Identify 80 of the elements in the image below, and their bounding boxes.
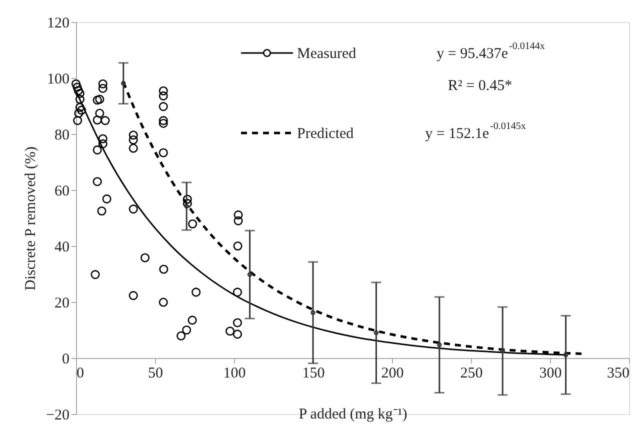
point bbox=[95, 108, 104, 118]
point bbox=[100, 116, 110, 126]
point bbox=[73, 116, 82, 126]
y-tick-label: 100 bbox=[47, 72, 70, 88]
legend-label: Predicted bbox=[297, 126, 354, 142]
point bbox=[75, 88, 84, 98]
point bbox=[121, 80, 126, 86]
point bbox=[97, 206, 106, 216]
point bbox=[563, 352, 568, 358]
point bbox=[158, 86, 168, 96]
point bbox=[77, 106, 86, 115]
x-tick-label: 100 bbox=[223, 366, 246, 382]
y-tick-label: 60 bbox=[54, 184, 70, 200]
y-tick-label: 120 bbox=[47, 16, 70, 32]
point bbox=[74, 86, 83, 96]
point bbox=[128, 130, 138, 140]
point bbox=[176, 331, 186, 340]
point bbox=[92, 145, 102, 154]
point bbox=[188, 219, 198, 228]
point bbox=[90, 270, 100, 280]
point bbox=[182, 325, 192, 335]
point bbox=[500, 348, 505, 354]
point bbox=[92, 177, 102, 186]
point bbox=[74, 108, 84, 118]
point bbox=[128, 204, 138, 214]
point bbox=[75, 94, 84, 104]
y-tick-label: −20 bbox=[46, 408, 70, 424]
point bbox=[75, 102, 84, 112]
point bbox=[158, 118, 168, 128]
point bbox=[234, 210, 243, 220]
y-tick-label: 40 bbox=[54, 240, 70, 256]
point bbox=[92, 96, 102, 105]
point bbox=[159, 264, 168, 274]
point bbox=[71, 79, 81, 88]
point bbox=[437, 342, 442, 348]
x-tick-label: 50 bbox=[148, 366, 163, 382]
point bbox=[234, 216, 243, 226]
point bbox=[374, 330, 379, 336]
point bbox=[233, 241, 242, 251]
point bbox=[72, 82, 82, 92]
point bbox=[158, 102, 168, 112]
point bbox=[98, 134, 108, 144]
point bbox=[188, 316, 197, 325]
point bbox=[128, 135, 138, 144]
point bbox=[182, 194, 192, 204]
y-tick-label: 20 bbox=[54, 296, 70, 312]
point bbox=[232, 330, 242, 339]
point bbox=[140, 253, 150, 262]
point bbox=[226, 326, 235, 336]
point bbox=[98, 139, 108, 148]
point bbox=[192, 288, 201, 297]
y-tick-label: 80 bbox=[54, 128, 70, 144]
point bbox=[247, 272, 252, 277]
x-tick-label: 200 bbox=[381, 366, 404, 382]
point bbox=[128, 144, 138, 153]
point bbox=[158, 148, 168, 158]
x-tick-label: 350 bbox=[607, 366, 630, 382]
x-tick-label: 300 bbox=[539, 366, 562, 382]
point bbox=[158, 298, 168, 307]
point bbox=[158, 91, 168, 100]
x-tick-label: 150 bbox=[302, 366, 325, 382]
y-axis-title: Discrete P removed (%) bbox=[23, 146, 40, 290]
point bbox=[98, 84, 108, 93]
point bbox=[92, 115, 102, 125]
annotation: R² = 0.45* bbox=[448, 78, 512, 94]
point bbox=[182, 198, 192, 208]
point bbox=[95, 94, 104, 104]
point bbox=[232, 318, 242, 328]
point bbox=[310, 310, 316, 316]
x-axis-title: P added (mg kg⁻¹) bbox=[298, 406, 408, 422]
point bbox=[102, 194, 112, 204]
point bbox=[128, 291, 138, 300]
y-tick-label: 0 bbox=[62, 352, 70, 368]
x-tick-label: 250 bbox=[460, 366, 483, 382]
point bbox=[184, 204, 189, 209]
legend-label: Measured bbox=[297, 46, 357, 62]
point bbox=[98, 79, 108, 88]
x-tick-label: 0 bbox=[76, 366, 84, 382]
point bbox=[158, 116, 168, 126]
point bbox=[232, 288, 242, 297]
